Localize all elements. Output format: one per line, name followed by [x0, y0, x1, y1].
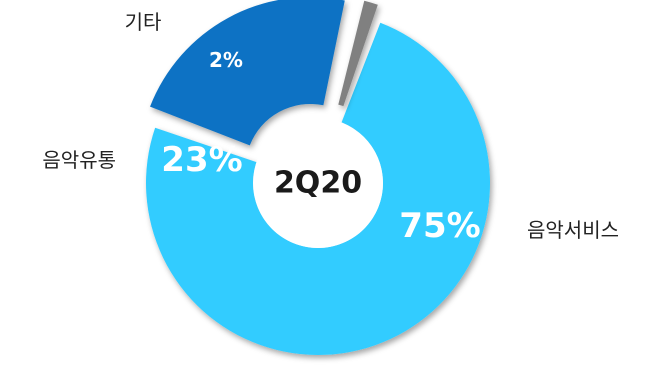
value-labels: 75% 23% 2% [161, 48, 480, 246]
donut-slices [146, 0, 491, 355]
donut-center-hole [253, 118, 383, 248]
value-label-1: 75% [399, 206, 480, 246]
category-label-3: 기타 [125, 10, 162, 34]
category-label-2: 음악유통 [42, 148, 116, 172]
category-labels: 음악서비스 음악유통 기타 [42, 10, 619, 242]
value-label-3: 2% [209, 48, 243, 72]
category-label-1: 음악서비스 [527, 218, 619, 242]
slice-3 [338, 0, 378, 107]
value-label-2: 23% [161, 140, 242, 180]
center-label: 2Q20 [274, 166, 362, 201]
slice-2 [150, 0, 345, 146]
slice-1 [146, 22, 491, 355]
